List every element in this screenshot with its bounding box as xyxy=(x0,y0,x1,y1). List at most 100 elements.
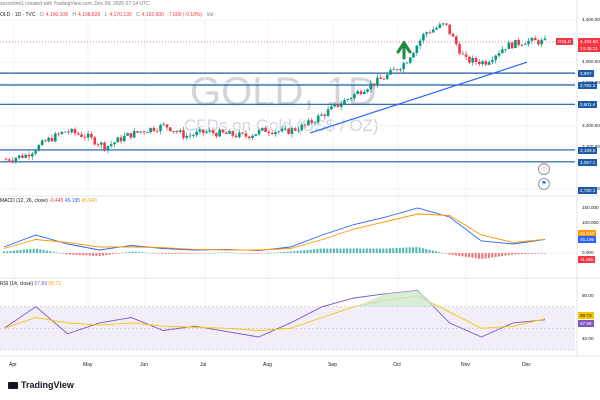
candle-body xyxy=(228,131,231,134)
candle-body xyxy=(445,23,448,25)
candle-body xyxy=(323,114,327,116)
alert-icon[interactable]: ⓘ xyxy=(538,163,550,175)
flag-icon[interactable]: ⚑ xyxy=(538,178,550,190)
candle-body xyxy=(129,133,133,138)
macd-histogram-bar xyxy=(9,250,12,253)
candle-body xyxy=(244,133,248,137)
candle-body xyxy=(152,127,156,131)
macd-histogram-bar xyxy=(233,252,236,254)
candle-body xyxy=(238,132,241,138)
time-tick: Jul xyxy=(200,362,207,368)
candle-body xyxy=(116,137,120,143)
candle-body xyxy=(507,42,511,49)
price-tag: 4,192.60 xyxy=(578,37,600,45)
macd-histogram-bar xyxy=(88,253,91,256)
candle-body xyxy=(448,24,451,34)
candle-body xyxy=(422,34,425,41)
macd-histogram-bar xyxy=(134,251,137,253)
candle-body xyxy=(372,83,376,86)
macd-histogram-bar xyxy=(49,251,52,253)
candle-body xyxy=(310,120,313,123)
macd-histogram-bar xyxy=(537,253,540,254)
macd-histogram-bar xyxy=(289,251,292,253)
candle-body xyxy=(224,132,228,134)
macd-histogram-bar xyxy=(92,253,95,256)
candle-body xyxy=(307,120,310,126)
candle-body xyxy=(300,124,304,131)
volume-label: Vol - xyxy=(206,12,217,18)
candle-body xyxy=(431,29,435,33)
candle-body xyxy=(178,130,182,132)
candle-body xyxy=(201,129,205,133)
macd-histogram-bar xyxy=(118,253,121,254)
macd-histogram-bar xyxy=(167,253,170,254)
macd-histogram-bar xyxy=(12,250,15,253)
price-tick: 4,400.00 xyxy=(582,17,600,22)
candle-body xyxy=(100,142,103,145)
macd-histogram-bar xyxy=(319,248,322,253)
macd-histogram-bar xyxy=(154,253,157,254)
macd-histogram-bar xyxy=(507,253,510,256)
candle-body xyxy=(119,137,123,142)
candle-body xyxy=(47,137,51,142)
macd-histogram-bar xyxy=(273,252,276,254)
candle-body xyxy=(247,136,251,139)
candle-body xyxy=(369,83,373,90)
macd-histogram-bar xyxy=(214,252,217,254)
macd-histogram-bar xyxy=(35,248,38,253)
candle-body xyxy=(379,77,382,79)
price-tick: 3,400.00 xyxy=(582,122,600,128)
macd-histogram-bar xyxy=(75,253,78,255)
macd-histogram-bar xyxy=(217,252,220,254)
candle-body xyxy=(405,62,409,64)
candle-body xyxy=(86,133,90,138)
candle-body xyxy=(395,69,399,71)
macd-histogram-bar xyxy=(111,253,114,255)
candle-body xyxy=(90,133,93,138)
macd-histogram-bar xyxy=(85,253,88,256)
candle-body xyxy=(477,61,481,65)
macd-histogram-bar xyxy=(402,247,405,253)
macd-histogram-bar xyxy=(171,253,174,254)
macd-histogram-bar xyxy=(131,251,134,253)
low-value: 4,170.130 xyxy=(109,12,132,18)
macd-histogram-bar xyxy=(392,248,395,253)
candle-body xyxy=(192,135,195,136)
macd-histogram-bar xyxy=(332,248,335,253)
macd-histogram-bar xyxy=(421,248,424,253)
candle-body xyxy=(169,127,172,132)
macd-histogram-bar xyxy=(3,251,5,253)
macd-histogram-bar xyxy=(497,253,500,257)
macd-axis-label: 150.000 xyxy=(582,205,599,210)
candle-body xyxy=(96,144,100,146)
candle-body xyxy=(353,94,356,99)
symbol-label[interactable]: OLD · 1D · TVC xyxy=(0,12,36,18)
candle-body xyxy=(274,132,277,135)
macd-histogram-bar xyxy=(101,253,104,256)
candle-body xyxy=(77,133,80,135)
candle-body xyxy=(471,57,474,63)
macd-histogram-bar xyxy=(174,253,177,254)
tradingview-logo: TradingView xyxy=(8,380,74,390)
candle-body xyxy=(17,155,21,158)
candle-body xyxy=(487,62,491,65)
candle-body xyxy=(461,53,465,55)
macd-histogram-bar xyxy=(98,253,101,256)
candle-body xyxy=(132,131,136,138)
candle-body xyxy=(533,38,537,41)
macd-histogram-bar xyxy=(398,247,401,253)
candle-body xyxy=(162,124,166,126)
candle-body xyxy=(7,159,11,161)
macd-histogram-bar xyxy=(435,251,438,253)
candle-body xyxy=(346,98,350,100)
macd-histogram-bar xyxy=(514,253,517,255)
candle-body xyxy=(336,104,340,107)
candle-body xyxy=(155,130,159,132)
macd-histogram-bar xyxy=(230,252,233,254)
macd-histogram-bar xyxy=(415,247,418,253)
open-value: 4,190.108 xyxy=(45,12,68,18)
macd-histogram-bar xyxy=(511,253,514,255)
candle-body xyxy=(333,104,336,107)
change-value: -7.600 (-0.18%) xyxy=(167,12,203,18)
